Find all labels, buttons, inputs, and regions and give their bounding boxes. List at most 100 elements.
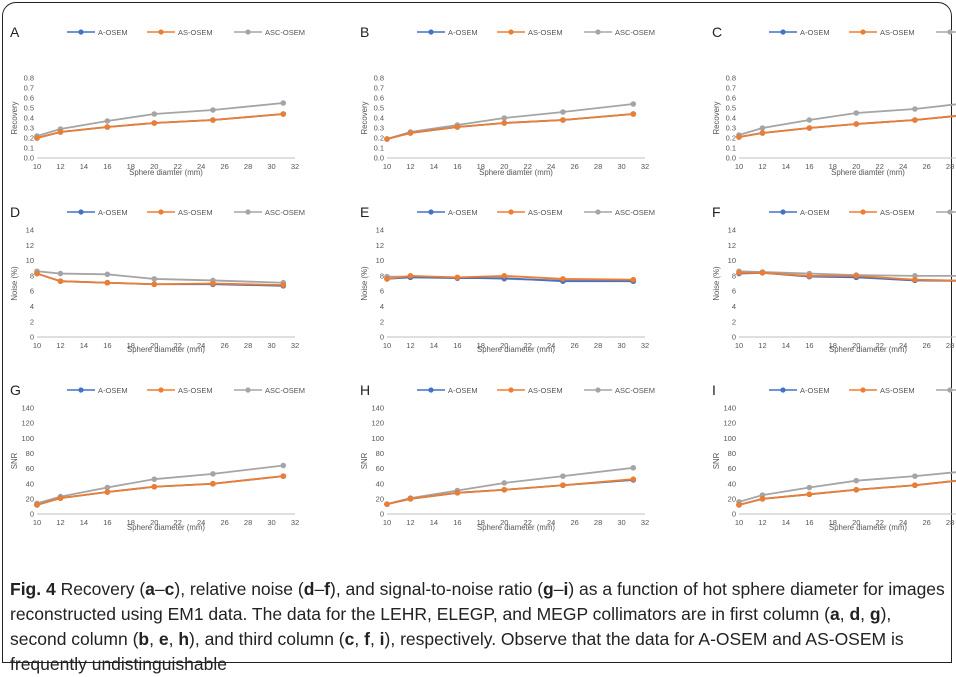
x-tick-label: 22 <box>174 341 182 350</box>
y-tick-label: 2 <box>30 317 34 326</box>
data-point <box>454 490 461 496</box>
data-point <box>407 273 414 279</box>
x-tick-label: 12 <box>56 341 64 350</box>
caption-fragment: , <box>860 604 870 624</box>
series-line-asc-osem <box>36 270 284 284</box>
data-point <box>806 273 813 279</box>
y-tick-label: 120 <box>21 419 34 428</box>
y-tick-label: 10 <box>26 256 34 265</box>
x-tick-label: 16 <box>453 341 461 350</box>
y-tick-label: 4 <box>732 302 736 311</box>
data-point <box>560 109 566 115</box>
x-tick-label: 22 <box>524 162 532 171</box>
x-tick-label: 20 <box>852 341 860 350</box>
y-tick-label: 0.3 <box>374 124 384 133</box>
series-line-as-osem <box>386 478 634 506</box>
data-point <box>104 124 111 130</box>
chart-panel-i: IA-OSEMAS-OSEMASC-OSEM020406080100120140… <box>712 382 956 532</box>
data-point <box>34 270 40 277</box>
data-point <box>104 118 111 124</box>
caption-fragment: ), and third column ( <box>189 629 345 649</box>
data-point <box>151 281 158 288</box>
legend-label: A-OSEM <box>98 28 128 37</box>
y-tick-label: 12 <box>728 241 736 250</box>
y-tick-label: 120 <box>371 419 384 428</box>
series-line-as-osem <box>386 274 634 281</box>
x-tick-label: 26 <box>922 341 930 350</box>
y-tick-label: 10 <box>376 256 384 265</box>
data-point <box>912 106 918 112</box>
data-point <box>57 129 64 135</box>
x-tick-label: 18 <box>127 162 135 171</box>
y-tick-label: 60 <box>728 464 736 473</box>
legend-label: ASC-OSEM <box>615 208 655 217</box>
caption-fragment: , <box>354 629 365 649</box>
y-tick-label: 12 <box>26 241 34 250</box>
caption-fragment: , <box>149 629 159 649</box>
y-tick-label: 0.5 <box>24 104 34 113</box>
y-tick-label: 80 <box>376 449 384 458</box>
caption-fragment: – <box>314 579 325 599</box>
data-point <box>853 486 860 493</box>
legend-swatch-marker <box>245 209 251 215</box>
y-axis-title: Recovery <box>10 101 19 134</box>
legend-swatch-marker <box>428 387 434 393</box>
y-tick-label: 0 <box>30 333 34 342</box>
y-tick-label: 14 <box>728 226 736 235</box>
x-tick-label: 32 <box>291 162 299 171</box>
legend-swatch-marker <box>947 209 953 215</box>
x-tick-label: 20 <box>500 341 508 350</box>
data-point <box>759 496 766 502</box>
caption-panel-ref: g <box>543 579 554 599</box>
x-tick-label: 28 <box>946 341 954 350</box>
y-tick-label: 0.1 <box>726 144 736 153</box>
y-tick-label: 100 <box>371 434 384 443</box>
x-tick-label: 12 <box>406 518 414 527</box>
data-point <box>34 135 40 141</box>
x-tick-label: 26 <box>922 518 930 527</box>
y-tick-label: 0 <box>732 510 736 519</box>
data-point <box>501 273 508 279</box>
series-line-as-osem <box>36 272 284 286</box>
data-point <box>454 274 461 281</box>
legend-label: ASC-OSEM <box>265 208 305 217</box>
legend-label: ASC-OSEM <box>615 386 655 395</box>
x-axis-title: Sphere diamter (mm) <box>129 168 203 177</box>
y-axis-title: Recovery <box>360 101 369 134</box>
data-point <box>104 279 111 286</box>
data-point <box>736 134 742 140</box>
data-point <box>806 125 813 131</box>
caption-fragment: – <box>154 579 165 599</box>
caption-fragment: , <box>839 604 850 624</box>
panel-letter: I <box>712 382 716 398</box>
y-tick-label: 0.3 <box>24 124 34 133</box>
caption-fragment: ), second column ( <box>10 604 892 649</box>
y-tick-label: 0.0 <box>726 154 736 163</box>
data-point <box>280 100 287 106</box>
data-point <box>759 270 766 276</box>
caption-fragment: – <box>553 579 564 599</box>
y-tick-label: 0.8 <box>374 74 384 83</box>
y-tick-label: 60 <box>26 464 34 473</box>
x-tick-label: 28 <box>946 162 954 171</box>
data-point <box>384 136 390 142</box>
x-tick-label: 14 <box>782 162 790 171</box>
caption-text: Recovery (a–c), relative noise (d–f), an… <box>10 579 945 674</box>
data-point <box>280 111 287 117</box>
x-tick-label: 14 <box>430 518 438 527</box>
legend-label: AS-OSEM <box>880 208 915 217</box>
panel-letter: H <box>360 382 370 398</box>
data-point <box>407 496 414 502</box>
data-point <box>501 480 508 486</box>
series-line-as-osem <box>739 271 956 282</box>
x-tick-label: 30 <box>267 518 275 527</box>
y-axis-title: SNR <box>10 452 19 469</box>
y-tick-label: 6 <box>732 287 736 296</box>
x-tick-label: 20 <box>500 518 508 527</box>
figure-caption: Fig. 4 Recovery (a–c), relative noise (d… <box>10 577 950 677</box>
x-tick-label: 16 <box>805 341 813 350</box>
x-tick-label: 20 <box>500 162 508 171</box>
y-tick-label: 0.6 <box>24 94 34 103</box>
